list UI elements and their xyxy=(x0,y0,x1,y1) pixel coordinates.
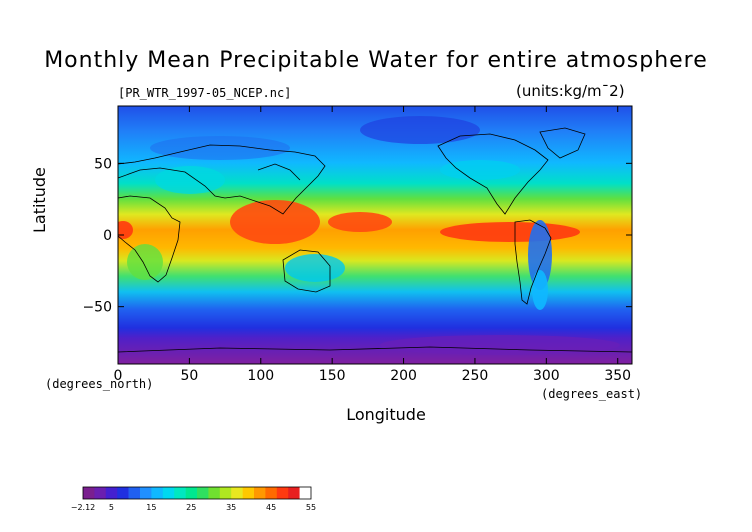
colorbar-swatch xyxy=(105,487,118,499)
x-tick-label: 50 xyxy=(180,368,198,384)
plot-area xyxy=(117,105,633,365)
coastline-eurasia xyxy=(117,144,326,215)
y-tick-label: 50 xyxy=(94,156,112,172)
coastline-asia-east xyxy=(257,163,301,181)
x-tick-label: 150 xyxy=(319,368,346,384)
colorbar-swatch xyxy=(185,487,198,499)
colorbar-swatch xyxy=(128,487,141,499)
x-tick-label: 250 xyxy=(462,368,489,384)
heatmap-region xyxy=(532,270,548,310)
heatmap-region xyxy=(440,160,520,180)
coastlines xyxy=(117,127,633,353)
coastline-greenland xyxy=(539,127,586,159)
colorbar-swatch xyxy=(83,487,95,499)
colorbar-tick-label: −2.12 xyxy=(71,503,96,512)
colorbar-swatch xyxy=(94,487,107,499)
y-tick-label: 0 xyxy=(103,228,112,244)
colorbar-swatch xyxy=(197,487,209,499)
colorbar-tick-label: 15 xyxy=(146,503,156,512)
colorbar-swatch xyxy=(231,487,243,499)
heatmap-region xyxy=(230,200,320,244)
colorbar-tick-label: 55 xyxy=(306,503,316,512)
heatmap-region xyxy=(118,221,133,239)
x-axis-unit: (degrees_east) xyxy=(541,387,643,401)
colorbar-swatch xyxy=(174,487,186,499)
coastline-north-america xyxy=(437,133,549,215)
colorbar-swatch xyxy=(162,487,175,499)
heatmap-region xyxy=(380,335,620,355)
coastline-south-america xyxy=(514,219,552,305)
colorbar-swatch xyxy=(242,487,255,499)
colorbar: −2.12 5 15 25 35 45 55 xyxy=(71,486,316,512)
y-axis-unit: (degrees_north) xyxy=(45,377,154,391)
coastline-antarctica xyxy=(117,346,633,353)
coastline-australia xyxy=(282,249,331,293)
y-tick-label: −50 xyxy=(82,300,112,316)
heatmap-region xyxy=(360,116,480,144)
heatmap-region xyxy=(285,254,345,282)
heatmap-blobs xyxy=(118,116,620,355)
colorbar-swatch xyxy=(140,487,152,499)
colorbar-swatch xyxy=(299,487,312,499)
chart-title: Monthly Mean Precipitable Water for enti… xyxy=(44,48,708,73)
x-tick-label: 200 xyxy=(390,368,417,384)
colorbar-swatch xyxy=(276,487,289,499)
x-tick-label: 350 xyxy=(604,368,631,384)
colorbar-swatch xyxy=(151,487,164,499)
heatmap-region xyxy=(155,166,225,194)
x-tick-label: 100 xyxy=(247,368,274,384)
colorbar-tick-label: 5 xyxy=(109,503,114,512)
units-label: (units:kg/m¯2) xyxy=(516,82,625,100)
colorbar-swatch xyxy=(265,487,278,499)
coastline-africa xyxy=(117,195,181,283)
colorbar-tick-label: 35 xyxy=(226,503,236,512)
source-file-label: [PR_WTR_1997-05_NCEP.nc] xyxy=(118,86,292,100)
colorbar-swatch xyxy=(219,487,232,499)
heatmap-region xyxy=(127,244,163,280)
colorbar-swatch xyxy=(254,487,266,499)
x-tick-label: 0 xyxy=(114,368,123,384)
heatmap-region xyxy=(440,222,580,242)
x-axis-label: Longitude xyxy=(346,405,426,424)
colorbar-frame xyxy=(82,486,312,500)
heatmap-region xyxy=(328,212,392,232)
colorbar-swatch xyxy=(208,487,221,499)
colorbar-tick-label: 45 xyxy=(266,503,276,512)
heatmap-region xyxy=(528,220,552,290)
x-axis: 0 50 100 150 200 250 300 350 xyxy=(114,106,631,384)
colorbar-tick-label: 25 xyxy=(186,503,196,512)
y-axis: 50 0 −50 xyxy=(82,156,632,316)
colorbar-swatch xyxy=(288,487,300,499)
colorbar-swatch xyxy=(117,487,129,499)
heatmap-region xyxy=(150,136,290,160)
x-tick-label: 300 xyxy=(533,368,560,384)
